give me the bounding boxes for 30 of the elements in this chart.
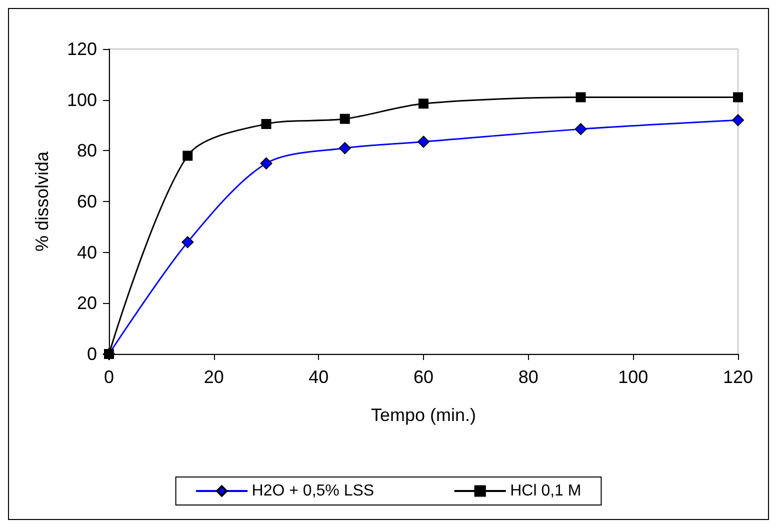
point [338, 142, 351, 154]
y-tick-label: 20 [76, 293, 97, 314]
point [418, 98, 428, 109]
point [574, 123, 587, 136]
y-tick-label: 80 [76, 140, 97, 161]
point [733, 92, 743, 102]
x-axis-title: Tempo (min.) [370, 405, 476, 425]
point [340, 114, 350, 124]
x-tick-label: 0 [104, 367, 114, 387]
x-tick-label: 60 [413, 367, 434, 387]
y-tick-label: 60 [76, 192, 97, 212]
y-tick-label: 100 [66, 90, 97, 110]
point [260, 157, 272, 170]
y-tick-label: 120 [66, 39, 97, 59]
y-tick-label: 0 [86, 344, 97, 364]
x-tick-label: 80 [518, 367, 538, 387]
point [418, 136, 430, 148]
point [261, 118, 272, 129]
x-tick-label: 100 [618, 367, 648, 387]
y-tick-label: 40 [76, 242, 97, 262]
point [576, 92, 586, 102]
legend-label: H2O + 0,5% LSS [252, 482, 374, 500]
point [182, 150, 193, 161]
y-axis-title: % dissolvida [32, 150, 52, 252]
point [732, 114, 744, 126]
x-tick-label: 20 [204, 367, 224, 387]
point [182, 236, 194, 248]
x-tick-label: 40 [308, 367, 329, 387]
x-tick-label: 120 [722, 367, 754, 387]
legend-label: HCl 0,1 M [510, 482, 582, 500]
